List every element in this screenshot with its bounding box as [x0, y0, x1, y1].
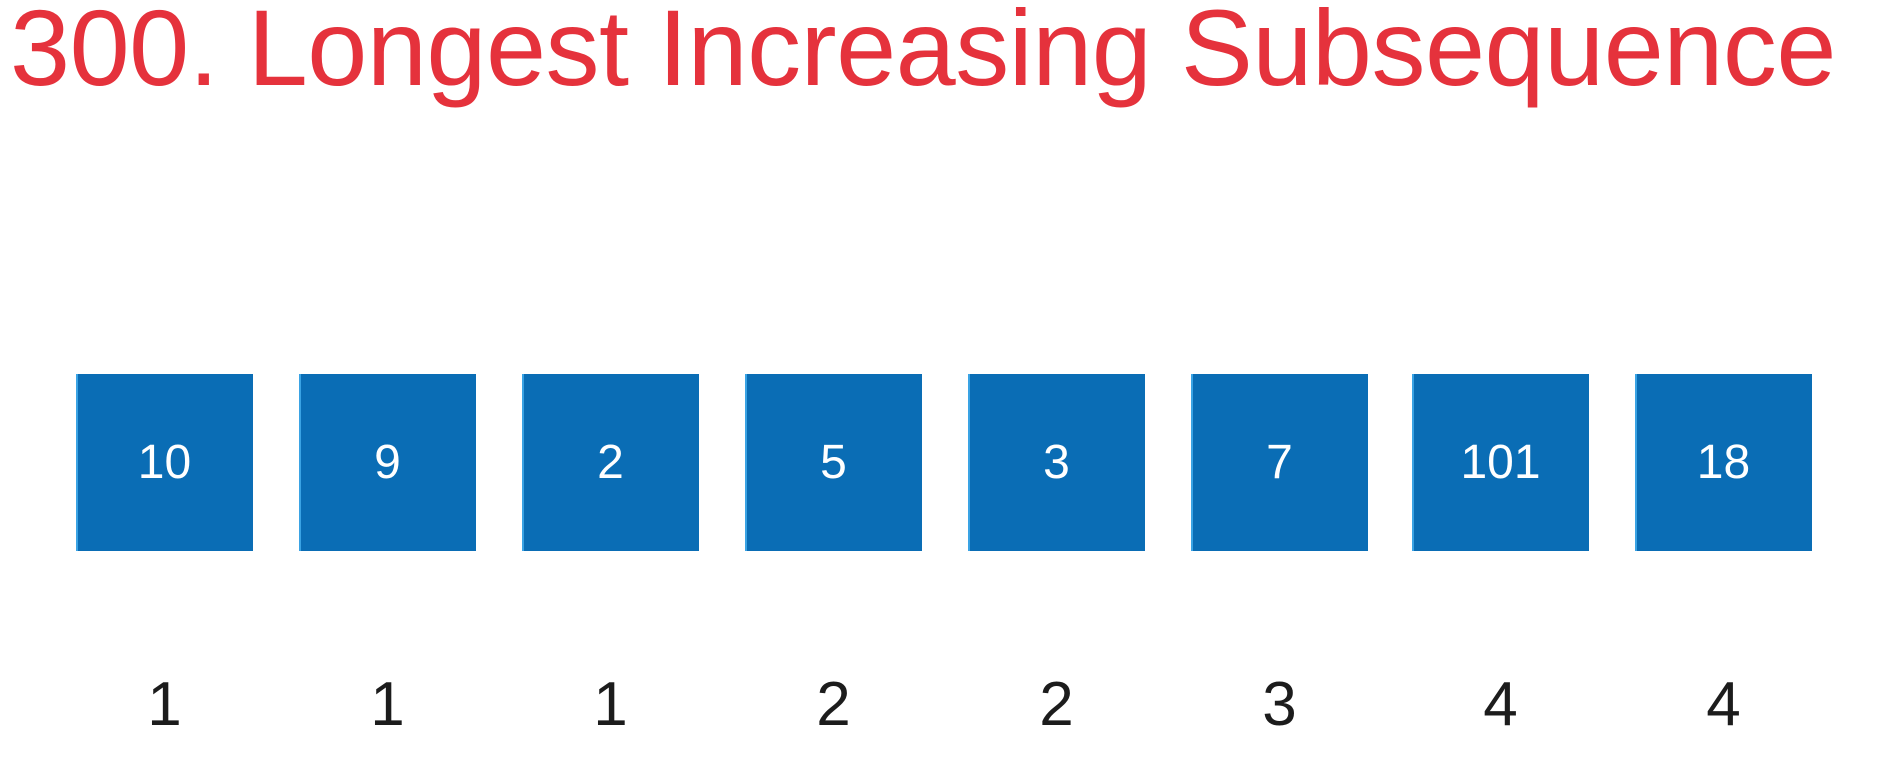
- array-box: 101: [1412, 374, 1589, 551]
- array-box: 9: [299, 374, 476, 551]
- page-title: 300. Longest Increasing Subsequence: [10, 0, 1836, 108]
- dp-value: 2: [1039, 669, 1074, 739]
- array-box: 18: [1635, 374, 1812, 551]
- dp-value: 1: [593, 669, 628, 739]
- dp-value: 4: [1706, 669, 1741, 739]
- dp-value: 3: [1262, 669, 1297, 739]
- dp-value: 2: [816, 669, 851, 739]
- array-box: 7: [1191, 374, 1368, 551]
- array-box: 5: [745, 374, 922, 551]
- array-box: 2: [522, 374, 699, 551]
- array-box: 3: [968, 374, 1145, 551]
- dp-value: 4: [1483, 669, 1518, 739]
- dp-value: 1: [147, 669, 182, 739]
- dp-value: 1: [370, 669, 405, 739]
- array-box: 10: [76, 374, 253, 551]
